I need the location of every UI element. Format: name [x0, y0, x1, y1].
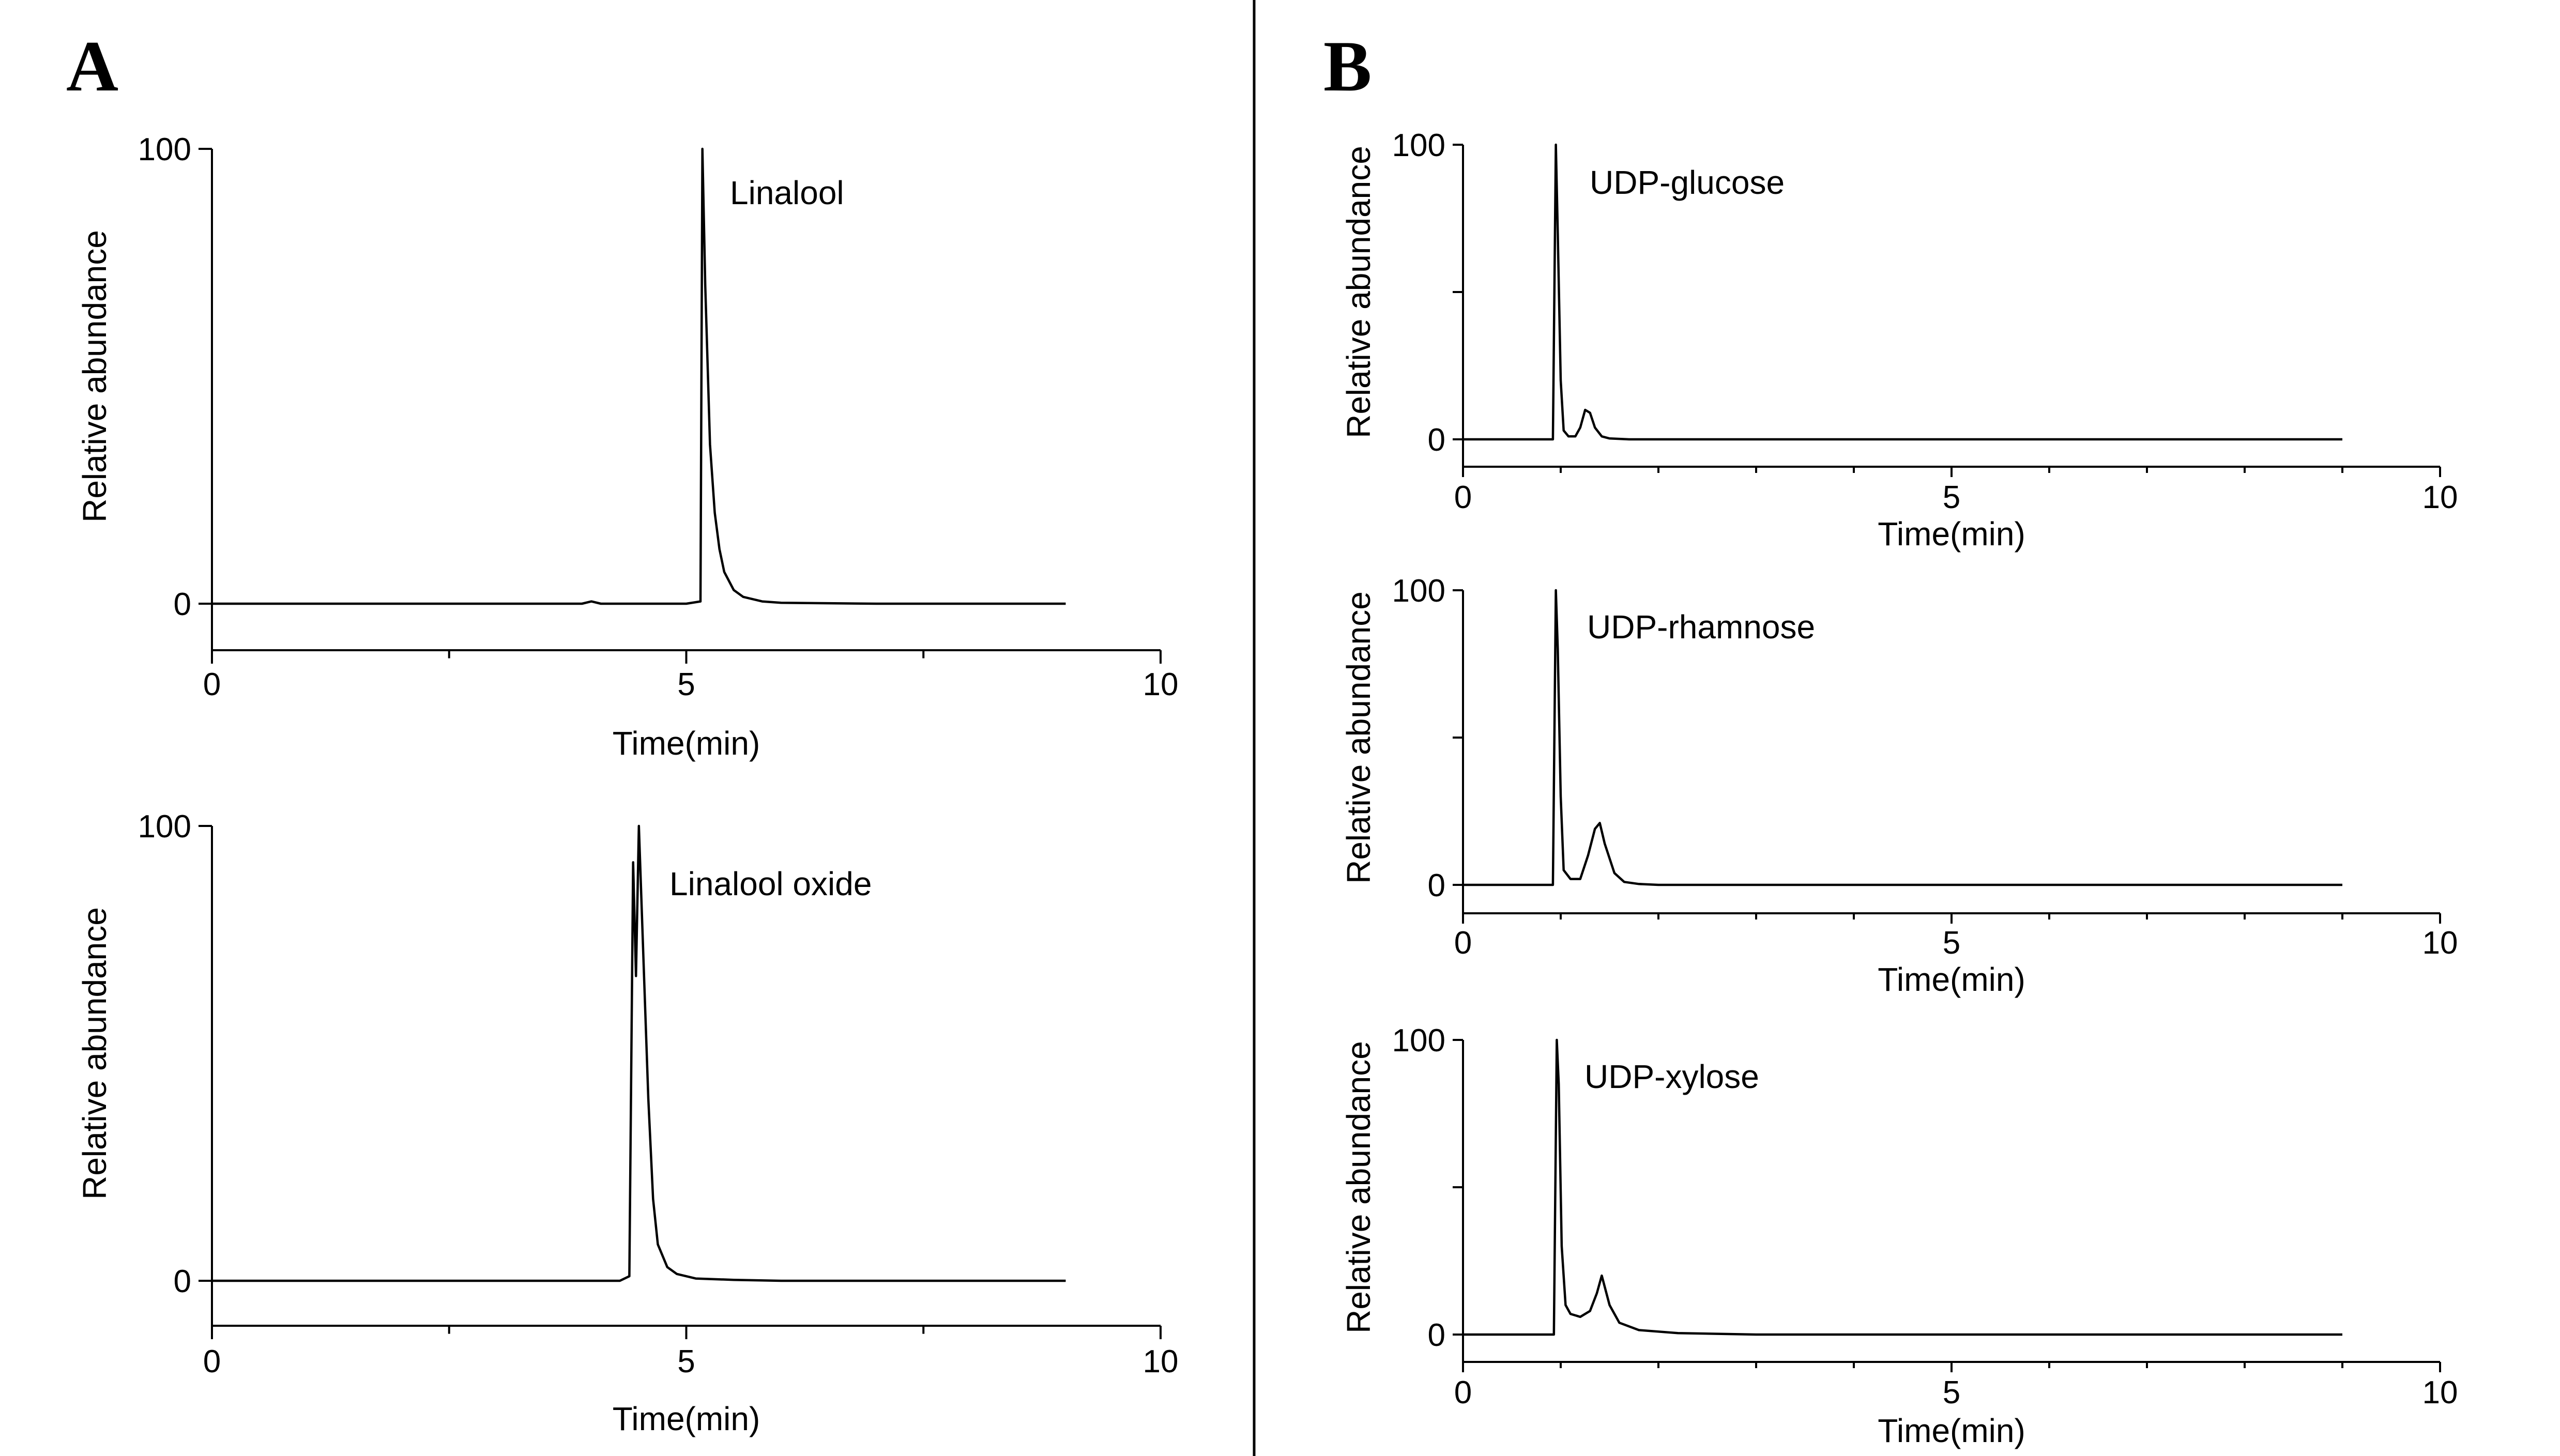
x-axis-title: Time(min) [1878, 1412, 2025, 1449]
chromatogram-trace [1463, 589, 2342, 886]
y-axis-title: Relative abundance [76, 907, 113, 1200]
x-tick-label: 5 [1943, 925, 1960, 961]
x-tick-label: 10 [1143, 667, 1179, 702]
x-tick-label: 10 [2422, 1375, 2458, 1411]
peak-label: Linalool [730, 174, 844, 211]
y-tick-label: 0 [174, 587, 191, 622]
x-tick-label: 10 [2422, 925, 2458, 961]
peak-label: UDP-rhamnose [1587, 608, 1815, 646]
peak-label: UDP-glucose [1590, 164, 1785, 201]
panel-label-a: A [66, 26, 118, 106]
y-tick-label: 100 [138, 809, 191, 845]
peak-label: Linalool oxide [669, 865, 872, 902]
x-tick-label: 0 [203, 667, 221, 702]
chromatogram-trace [1463, 1038, 2342, 1336]
y-axis-title: Relative abundance [1340, 146, 1377, 438]
y-axis-title: Relative abundance [76, 230, 113, 523]
x-tick-label: 0 [1454, 925, 1472, 961]
y-axis-title: Relative abundance [1340, 1041, 1377, 1334]
x-tick-label: 5 [677, 667, 695, 702]
y-tick-label: 100 [1392, 573, 1445, 609]
panel-label-b: B [1323, 26, 1372, 106]
y-tick-label: 0 [1428, 1317, 1445, 1353]
x-tick-label: 5 [1943, 480, 1960, 515]
x-axis-title: Time(min) [613, 1400, 760, 1437]
chromatogram-trace [212, 824, 1066, 1282]
y-tick-label: 0 [1428, 422, 1445, 458]
x-axis-title: Time(min) [1878, 961, 2025, 998]
x-tick-label: 10 [1143, 1344, 1179, 1380]
y-tick-label: 0 [1428, 868, 1445, 903]
x-tick-label: 0 [1454, 480, 1472, 515]
x-tick-label: 5 [677, 1344, 695, 1380]
x-tick-label: 10 [2422, 480, 2458, 515]
x-tick-label: 0 [203, 1344, 221, 1380]
y-tick-label: 100 [1392, 128, 1445, 163]
peak-label: UDP-xylose [1584, 1058, 1759, 1095]
x-axis-title: Time(min) [1878, 515, 2025, 553]
x-axis-title: Time(min) [613, 725, 760, 762]
y-tick-label: 100 [138, 132, 191, 167]
y-tick-label: 100 [1392, 1023, 1445, 1059]
chromatogram-trace [1463, 143, 2342, 441]
x-tick-label: 5 [1943, 1375, 1960, 1411]
y-axis-title: Relative abundance [1340, 591, 1377, 884]
x-tick-label: 0 [1454, 1375, 1472, 1411]
y-tick-label: 0 [174, 1264, 191, 1299]
chromatogram-trace [212, 147, 1066, 605]
